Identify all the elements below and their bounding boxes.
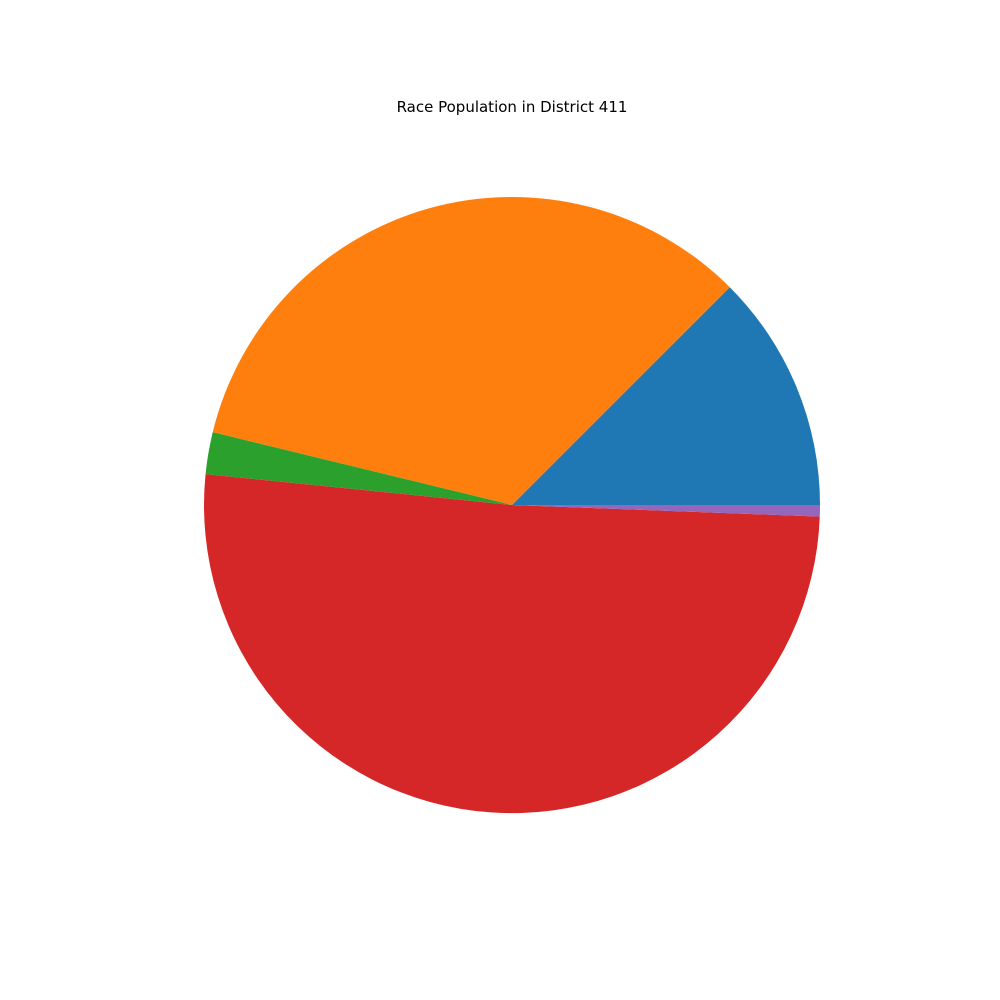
chart-title: Race Population in District 411 <box>396 98 628 116</box>
pie-slice-1 <box>512 287 820 505</box>
pie-slice-5 <box>512 505 820 517</box>
pie-slice-2 <box>212 197 730 505</box>
pie-slice-3 <box>205 432 512 505</box>
pie-slice-4 <box>203 474 820 814</box>
